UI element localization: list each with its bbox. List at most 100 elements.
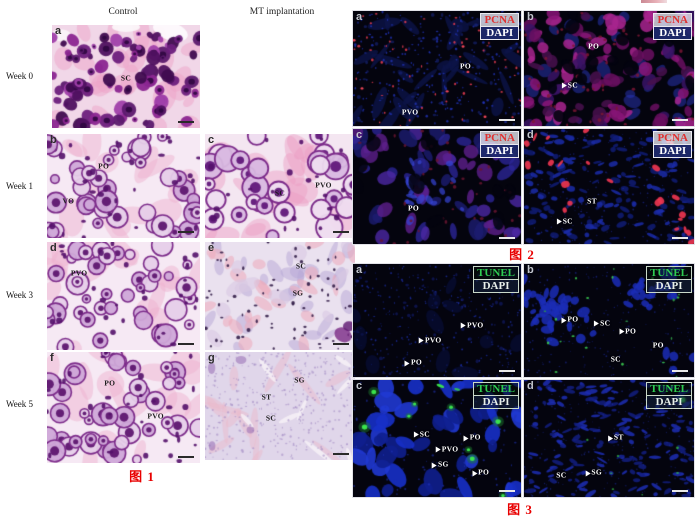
annotation-label-po: PO [98,161,110,171]
stain-marker-box: TUNEL DAPI [473,382,519,410]
panel-letter: a [356,11,363,23]
arrowhead-icon [472,470,478,477]
annotation-label-st: ST [261,392,272,402]
fig3-panel-a: a PVO PVO PO TUNEL DAPI [352,263,522,378]
figure1-caption: 图 1 [129,469,155,484]
stain-marker-box: TUNEL DAPI [646,382,692,410]
fig3-panel-d: d ST SC SG TUNEL DAPI [523,379,695,498]
annotation-label-st: ST [587,196,597,206]
fig2-panel-a: a PO PVO PCNA DAPI [352,10,522,127]
stain-marker-box: PCNA DAPI [480,131,519,159]
annotation-label-sc: SC [120,73,132,83]
scale-bar [178,343,194,345]
annotation-label-pvo: PVO [435,445,459,454]
annotation-label-po: PO [588,41,600,50]
marker-dapi: DAPI [473,396,519,410]
annotation-label-sc: SC [274,188,286,198]
micrograph-texture [205,352,355,460]
row-label-week-5: Week 5 [6,399,34,409]
micrograph-texture [47,134,200,238]
arrowhead-icon [460,322,466,329]
marker-tunel: TUNEL [473,266,519,281]
figure2-caption: 图 2 [509,247,535,262]
annotation-label-po: PO [472,468,489,477]
arrowhead-icon [418,337,424,344]
panel-letter: b [50,134,57,146]
stain-marker-box: TUNEL DAPI [646,266,692,294]
annotation-label-sc: SC [561,80,578,89]
marker-dapi: DAPI [646,396,692,410]
panel-letter: g [208,352,215,364]
panel-letter: c [356,380,363,392]
scale-bar [499,237,515,239]
panel-letter: d [50,242,57,254]
column-header-control: Control [108,7,138,17]
marker-tunel: TUNEL [646,382,692,397]
panel-letter: a [356,264,363,276]
annotation-label-sc: SC [265,413,277,423]
figure3-caption: 图 3 [507,502,533,517]
marker-dapi: DAPI [473,280,519,294]
stain-marker-box: PCNA DAPI [480,13,519,41]
micrograph-texture [52,25,200,128]
panel-letter: c [356,129,363,141]
marker-dapi: DAPI [653,145,692,159]
panel-letter: d [527,380,534,392]
row-label-week-3: Week 3 [6,290,34,300]
annotation-label-sc: SC [413,429,430,438]
annotation-label-pvo: PVO [418,335,442,344]
row-label-week-1: Week 1 [6,181,34,191]
arrowhead-icon [556,218,562,225]
fig3-panel-b: b PO SC PO PO SC TUNEL DAPI [523,263,695,378]
panel-letter: e [208,242,215,254]
micrograph-texture [47,242,200,350]
annotation-label-sg: SG [432,460,449,469]
annotation-label-sg: SG [585,468,602,477]
fig2-panel-d: d ST SC PCNA DAPI [523,128,695,245]
annotation-label-sc: SC [594,318,610,327]
scale-bar [178,121,194,123]
scale-bar [499,370,515,372]
arrowhead-icon [607,435,613,442]
annotation-label-sg: SG [294,375,305,385]
scale-bar [499,490,515,492]
panel-letter: f [50,352,54,364]
panel-letter: c [208,134,215,146]
marker-dapi: DAPI [653,27,692,41]
annotation-label-po: PO [407,203,419,213]
cropped-caption-artifact [641,0,667,3]
arrowhead-icon [561,82,567,89]
arrowhead-icon [404,360,410,367]
annotation-label-pvo: PVO [460,321,484,330]
panel-letter: b [527,11,534,23]
micrograph-texture [205,242,355,350]
arrowhead-icon [561,317,567,324]
annotation-label-sg: SG [292,288,304,298]
annotation-label-po: PO [463,433,481,442]
marker-pcna: PCNA [653,13,692,28]
annotation-label-pvo: PVO [147,411,164,421]
annotation-label-sc: SC [556,217,573,226]
fig1-panel-f: f PO PVO [47,352,200,463]
fig3-panel-c: c SC PO PVO SG PO TUNEL DAPI [352,379,522,498]
annotation-label-po: PO [652,340,664,350]
arrowhead-icon [463,435,469,442]
marker-pcna: PCNA [480,13,519,28]
panel-letter: b [527,264,534,276]
scale-bar [178,231,194,233]
fig1-panel-c: c SC PVO [205,134,355,238]
annotation-label-po: PO [619,326,636,335]
scale-bar [333,453,349,455]
arrowhead-icon [619,328,625,335]
marker-tunel: TUNEL [646,266,692,281]
panel-letter: a [55,25,62,37]
annotation-label-sc: SC [556,470,567,480]
marker-dapi: DAPI [646,280,692,294]
arrowhead-icon [435,446,441,453]
annotation-label-po: PO [104,378,116,388]
row-label-week-0: Week 0 [6,71,34,81]
annotation-label-po: PO [404,358,422,367]
scale-bar [672,370,688,372]
annotation-label-pvo: PVO [401,107,419,117]
